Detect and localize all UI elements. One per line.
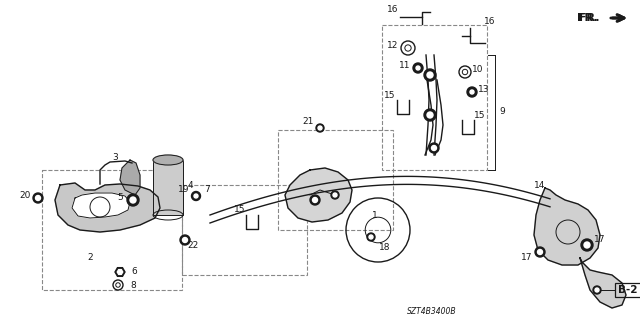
Text: 1: 1 xyxy=(372,211,378,220)
Text: 5: 5 xyxy=(117,194,123,203)
Circle shape xyxy=(33,193,43,203)
Polygon shape xyxy=(120,160,140,195)
Text: 16: 16 xyxy=(387,5,399,14)
Text: 21: 21 xyxy=(302,117,314,126)
Polygon shape xyxy=(285,168,352,222)
Circle shape xyxy=(331,191,339,199)
Text: SZT4B3400B: SZT4B3400B xyxy=(407,308,457,316)
Circle shape xyxy=(427,72,433,78)
Text: 9: 9 xyxy=(499,108,505,116)
Text: 20: 20 xyxy=(19,191,31,201)
Circle shape xyxy=(416,66,420,70)
Bar xyxy=(42,170,182,290)
Text: 8: 8 xyxy=(130,282,136,291)
Circle shape xyxy=(427,112,433,118)
Circle shape xyxy=(431,146,436,150)
Circle shape xyxy=(535,247,545,257)
Circle shape xyxy=(424,109,436,121)
Circle shape xyxy=(130,197,136,203)
Text: 10: 10 xyxy=(472,66,484,75)
Polygon shape xyxy=(72,193,130,218)
Text: 6: 6 xyxy=(131,268,137,276)
Circle shape xyxy=(333,193,337,197)
Circle shape xyxy=(194,194,198,198)
Bar xyxy=(182,185,307,275)
Text: 11: 11 xyxy=(399,61,411,70)
Circle shape xyxy=(182,237,188,243)
Text: B-2: B-2 xyxy=(618,285,637,295)
Text: 17: 17 xyxy=(521,252,532,261)
Ellipse shape xyxy=(153,155,183,165)
Polygon shape xyxy=(117,270,123,274)
Circle shape xyxy=(413,63,423,73)
Circle shape xyxy=(467,87,477,97)
Polygon shape xyxy=(580,258,626,308)
Text: 22: 22 xyxy=(188,241,198,250)
Text: FR.: FR. xyxy=(579,13,600,23)
Circle shape xyxy=(584,242,590,248)
Text: 14: 14 xyxy=(534,180,546,189)
Circle shape xyxy=(593,286,601,294)
Text: 15: 15 xyxy=(234,205,246,214)
Circle shape xyxy=(316,124,324,132)
Text: FR.: FR. xyxy=(577,13,598,23)
Circle shape xyxy=(127,194,139,206)
Circle shape xyxy=(191,191,200,201)
Text: 4: 4 xyxy=(187,180,193,189)
Text: 15: 15 xyxy=(384,91,396,100)
Circle shape xyxy=(318,126,322,130)
Circle shape xyxy=(595,288,599,292)
Bar xyxy=(278,130,393,230)
Text: 2: 2 xyxy=(87,253,93,262)
Bar xyxy=(615,283,640,297)
Circle shape xyxy=(367,233,375,241)
Polygon shape xyxy=(115,268,125,276)
Bar xyxy=(382,25,487,170)
Text: 13: 13 xyxy=(478,85,490,94)
Circle shape xyxy=(35,196,40,201)
Circle shape xyxy=(424,69,436,81)
Circle shape xyxy=(369,235,373,239)
Circle shape xyxy=(470,90,474,94)
Text: 19: 19 xyxy=(179,186,189,195)
Circle shape xyxy=(581,239,593,251)
Text: 18: 18 xyxy=(380,244,391,252)
Circle shape xyxy=(429,143,439,153)
Polygon shape xyxy=(55,183,160,232)
Circle shape xyxy=(310,195,320,205)
Text: 7: 7 xyxy=(204,186,210,195)
Circle shape xyxy=(538,250,543,254)
Text: 3: 3 xyxy=(112,154,118,163)
Bar xyxy=(153,160,183,215)
Polygon shape xyxy=(534,188,600,265)
Text: 12: 12 xyxy=(387,42,399,51)
Circle shape xyxy=(180,235,190,245)
Text: 16: 16 xyxy=(484,18,496,27)
Circle shape xyxy=(312,197,317,203)
Text: 17: 17 xyxy=(595,236,605,244)
Text: 15: 15 xyxy=(474,110,486,119)
